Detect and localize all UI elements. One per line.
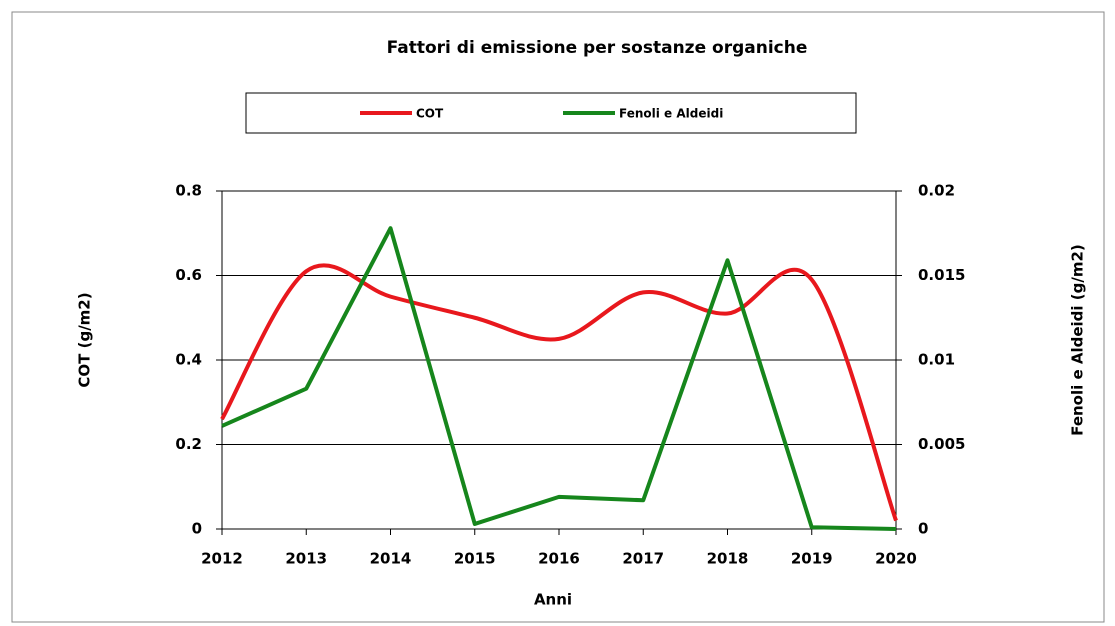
x-tick-label: 2014 xyxy=(370,550,412,568)
y2-tick-label: 0.005 xyxy=(918,435,965,453)
y-tick-label: 0.6 xyxy=(175,266,202,284)
y2-axis-label: Fenoli e Aldeidi (g/m2) xyxy=(1069,244,1087,436)
y-axis-label: COT (g/m2) xyxy=(76,292,94,387)
x-tick-label: 2019 xyxy=(791,550,833,568)
x-tick-label: 2016 xyxy=(538,550,580,568)
x-tick-label: 2020 xyxy=(875,550,917,568)
y2-tick-label: 0 xyxy=(918,520,928,538)
x-tick-label: 2012 xyxy=(201,550,243,568)
x-tick-label: 2013 xyxy=(285,550,327,568)
y-tick-label: 0.2 xyxy=(175,435,202,453)
y2-tick-label: 0.01 xyxy=(918,351,955,369)
line-series xyxy=(220,263,898,522)
legend-label: Fenoli e Aldeidi xyxy=(619,107,723,121)
legend-label: COT xyxy=(416,107,444,121)
x-tick-label: 2015 xyxy=(454,550,496,568)
x-axis-label: Anni xyxy=(534,591,572,609)
x-tick-label: 2017 xyxy=(622,550,664,568)
y2-tick-label: 0.015 xyxy=(918,266,965,284)
y-tick-label: 0 xyxy=(192,520,202,538)
legend-box xyxy=(245,92,857,134)
y-tick-label: 0.8 xyxy=(175,182,202,200)
y-tick-label: 0.4 xyxy=(175,351,202,369)
chart-title: Fattori di emissione per sostanze organi… xyxy=(387,38,808,58)
line-series xyxy=(221,226,897,531)
x-tick-label: 2018 xyxy=(707,550,749,568)
y2-tick-label: 0.02 xyxy=(918,182,955,200)
